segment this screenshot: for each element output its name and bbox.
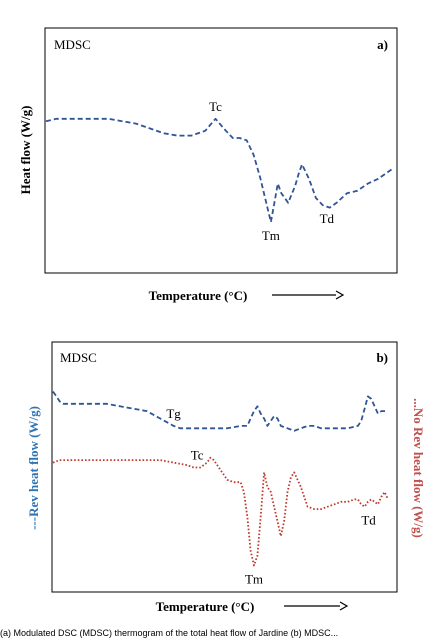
panel-b-ylabel-left: ---Rev heat flow (W/g)	[26, 406, 41, 530]
panel-b-method-label: MDSC	[60, 350, 97, 365]
panel-b: MDSC b) ---Rev heat flow (W/g) ...No Rev…	[26, 341, 426, 614]
panel-b-ylabel-right: ...No Rev heat flow (W/g)	[411, 398, 426, 538]
panel-a-ylabel: Heat flow (W/g)	[18, 106, 33, 195]
panel-a-method-label: MDSC	[54, 37, 91, 52]
panel-b-xlabel: Temperature (°C)	[156, 599, 255, 614]
panel-b-xaxis-arrow	[284, 601, 349, 611]
annotation-tm: Tm	[245, 572, 263, 587]
panel-a: MDSC a) Heat flow (W/g) Temperature (°C)…	[18, 27, 398, 303]
panel-a-frame	[44, 27, 398, 274]
panel-b-frame	[51, 341, 398, 593]
panel-b-plot-area: Tg Tc Tm Td	[52, 390, 389, 587]
panel-a-xaxis-arrow	[272, 290, 345, 300]
annotation-td: Td	[361, 513, 376, 528]
annotation-tc: Tc	[191, 448, 204, 463]
panel-a-xlabel: Temperature (°C)	[149, 288, 248, 303]
annotation-tm: Tm	[262, 228, 280, 243]
series-line-dotted	[52, 456, 389, 567]
annotation-tc: Tc	[209, 99, 222, 114]
annotation-tg: Tg	[166, 406, 181, 421]
panel-a-plot-area: Tc Tm Td	[45, 99, 393, 243]
panel-a-panel-label: a)	[377, 37, 388, 52]
figure-caption: (a) Modulated DSC (MDSC) thermogram of t…	[0, 628, 339, 638]
series-line-dashed	[45, 117, 393, 223]
panel-b-panel-label: b)	[376, 350, 388, 365]
series-line-dashed	[52, 390, 388, 432]
annotation-td: Td	[320, 211, 335, 226]
